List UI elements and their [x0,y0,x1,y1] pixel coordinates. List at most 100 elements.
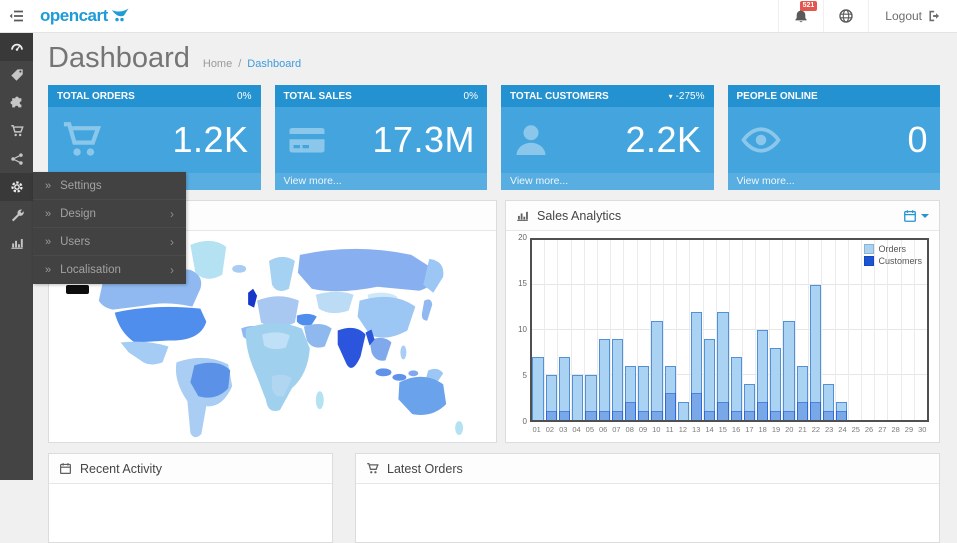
shopping-cart-icon [10,125,24,137]
breadcrumb-current[interactable]: Dashboard [247,58,302,70]
x-tick-label: 22 [811,425,821,434]
customers-bar [690,393,703,420]
chevron-right-icon: › [170,234,174,249]
chevron-right-icon: › [170,263,174,277]
notifications-button[interactable]: 521 [778,0,823,32]
customers-bar [836,411,848,420]
sidebar-item-sales[interactable] [0,117,33,145]
total-sales-card: TOTAL SALES 0% 17.3M View more... [274,85,487,190]
view-more-link[interactable]: View more... [501,173,714,190]
orders-bar [558,357,571,420]
sidebar-toggle-button[interactable] [0,0,34,33]
chart-column [610,240,623,420]
header-actions: 521 Logout [778,0,957,32]
people-online-card: PEOPLE ONLINE 0 View more... [727,85,940,190]
caret-down-icon [921,213,929,218]
double-angle-icon: » [45,264,52,276]
orders-bar [836,402,848,420]
logout-button[interactable]: Logout [868,0,957,32]
x-tick-label: 23 [825,425,834,434]
store-front-button[interactable] [823,0,868,32]
x-tick-label: 29 [904,425,914,434]
chart-x-labels: 01 02 03 04 05 06 07 08 09 10 11 12 13 14 15 16 17 18 19 20… [530,422,929,437]
x-tick-label: 01 [532,425,541,434]
orders-bar [664,366,676,420]
menu-item-design[interactable]: » Design › [33,200,186,228]
x-tick-label: 30 [918,425,927,434]
latest-orders-title: Latest Orders [387,461,463,476]
latest-orders-header: Latest Orders [356,454,939,484]
date-range-button[interactable] [903,209,929,223]
map-tooltip-stub [66,285,89,294]
shopping-cart-icon [58,119,104,161]
chart-y-axis: 0 5 10 15 20 [512,233,530,426]
sales-analytics-title: Sales Analytics [537,208,622,223]
chart-column [649,240,663,420]
chart-column [808,240,821,420]
menu-item-users[interactable]: » Users › [33,228,186,256]
x-tick-label: 08 [625,425,634,434]
sidebar-item-extensions[interactable] [0,89,33,117]
sidebar-item-tools[interactable] [0,201,33,229]
chart-column [847,240,861,420]
chart-column [570,240,584,420]
recent-activity-title: Recent Activity [80,461,162,476]
x-tick-label: 21 [798,425,807,434]
orders-bar [770,348,782,420]
sidebar-item-dashboard[interactable] [0,33,33,61]
x-tick-label: 25 [851,425,860,434]
card-title: TOTAL CUSTOMERS [510,90,609,102]
customers-bar [796,402,808,420]
x-tick-label: 05 [585,425,594,434]
legend-item: Customers [864,256,922,266]
double-angle-icon: » [45,235,52,248]
card-change: 0% [237,90,252,102]
y-tick-label: 10 [518,325,527,334]
globe-icon [839,9,853,23]
chart-column [702,240,716,420]
view-more-link[interactable]: View more... [274,173,487,190]
menu-item-settings[interactable]: » Settings [33,172,186,200]
share-icon [10,153,23,165]
sidebar-item-system[interactable] [0,173,33,201]
orders-bar [585,375,597,420]
chart-column [913,240,927,420]
chart-column [742,240,755,420]
orders-bar [756,330,769,420]
middle-row: Sales Analytics 0 5 10 15 20 Orders Customers [48,200,940,443]
world-map-svg [82,240,464,438]
x-tick-label: 14 [705,425,714,434]
chart-column [900,240,914,420]
chart-column [795,240,808,420]
x-tick-label: 07 [612,425,621,434]
sidebar-item-marketing[interactable] [0,145,33,173]
sidebar-item-reports[interactable] [0,229,33,257]
world-map[interactable] [49,231,496,442]
x-tick-label: 17 [745,425,754,434]
customers-bar [822,411,835,420]
customers-bar [638,411,650,420]
opencart-logo[interactable]: opencart [40,6,133,26]
chart-legend: Orders Customers [864,244,922,266]
sidebar-item-catalog[interactable] [0,61,33,89]
gear-icon [10,181,23,193]
notification-count-badge: 521 [799,1,818,11]
card-title: TOTAL ORDERS [57,90,135,102]
menu-item-localisation[interactable]: » Localisation › [33,256,186,284]
x-tick-label: 16 [731,425,741,434]
breadcrumb-home[interactable]: Home [202,58,233,70]
chart-column [557,240,571,420]
y-tick-label: 5 [522,371,527,380]
chart-column [532,240,544,420]
chart-column [861,240,874,420]
breadcrumb-separator: / [238,58,242,70]
chart-column [623,240,637,420]
bottom-row: Recent Activity Latest Orders [48,453,940,543]
customers-bar [651,411,663,420]
orders-bar [796,366,808,420]
x-tick-label: 04 [572,425,581,434]
tag-icon [10,69,23,81]
view-more-link[interactable]: View more... [727,173,940,190]
puzzle-icon [10,96,21,108]
latest-orders-panel: Latest Orders [355,453,940,543]
